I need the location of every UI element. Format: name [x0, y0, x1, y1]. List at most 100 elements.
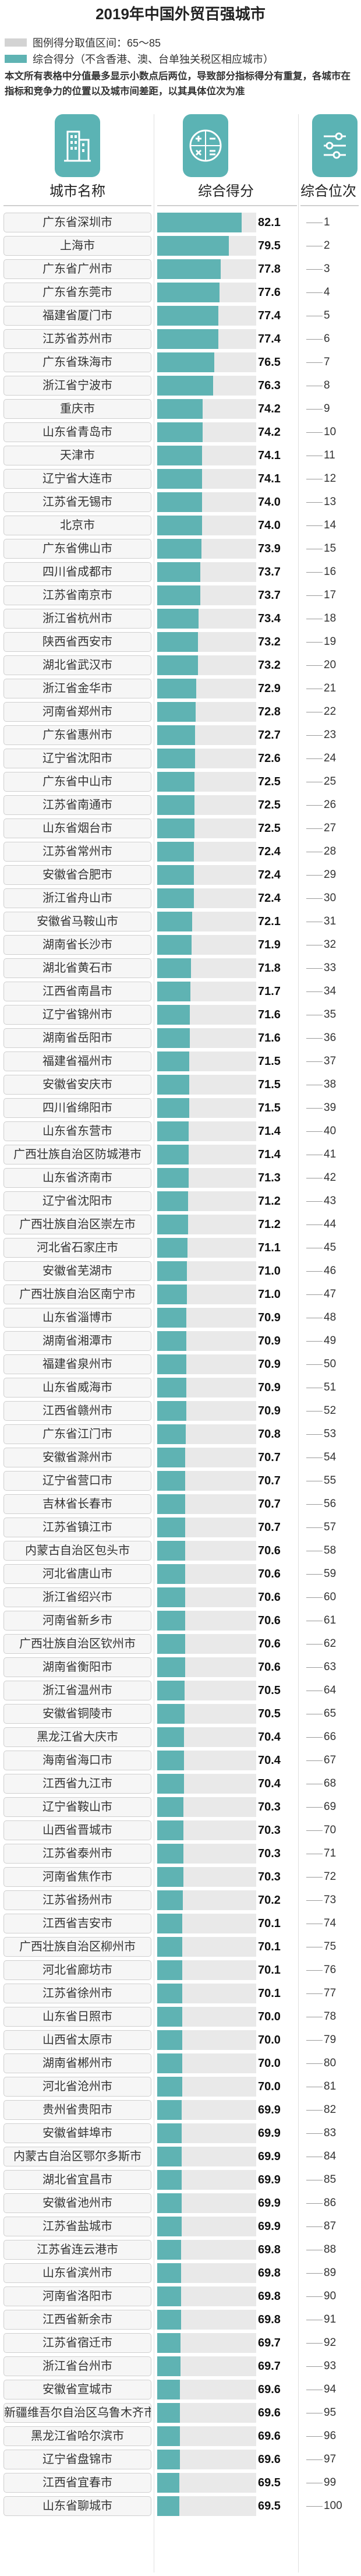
bar-track — [157, 749, 256, 768]
table-row: 四川省成都市 73.7 16 — [0, 560, 361, 584]
bar-track — [157, 2147, 256, 2166]
score-value: 69.5 — [258, 2476, 281, 2489]
rank-leader-line — [306, 735, 323, 736]
score-bar — [157, 1191, 188, 1211]
table-row: 内蒙古自治区包头市 70.6 58 — [0, 1539, 361, 1562]
score-value: 77.4 — [258, 309, 281, 322]
score-bar — [157, 702, 196, 722]
table-row: 浙江省金华市 72.9 21 — [0, 677, 361, 700]
city-name: 江苏省无锡市 — [3, 492, 151, 512]
score-bar — [157, 1494, 186, 1514]
score-bar — [157, 2310, 181, 2330]
rank-value: 27 — [324, 822, 337, 834]
rank-leader-line — [306, 1644, 323, 1645]
score-bar — [157, 632, 198, 652]
rank-value: 35 — [324, 1008, 337, 1021]
score-bar — [157, 1867, 184, 1887]
rank-leader-line — [306, 2110, 323, 2111]
score-bar — [157, 2007, 182, 2027]
city-name: 吉林省长春市 — [3, 1494, 151, 1514]
rank-value: 17 — [324, 589, 337, 601]
bar-track — [157, 1121, 256, 1141]
rank-value: 20 — [324, 659, 337, 671]
bar-track — [157, 2263, 256, 2283]
table-row: 安徽省蚌埠市 69.9 83 — [0, 2122, 361, 2145]
score-bar — [157, 2193, 182, 2213]
column-header-city: 城市名称 — [49, 184, 105, 199]
score-bar — [157, 1471, 186, 1491]
score-bar — [157, 1960, 183, 1980]
rank-value: 96 — [324, 2430, 337, 2442]
rank-leader-line — [306, 269, 323, 270]
city-name: 江苏省南京市 — [3, 585, 151, 605]
rank-value: 94 — [324, 2383, 337, 2395]
score-bar — [157, 213, 242, 232]
score-bar — [157, 1354, 187, 1374]
bar-track — [157, 2100, 256, 2120]
rank-leader-line — [306, 339, 323, 340]
table-row: 辽宁省沈阳市 71.2 43 — [0, 1190, 361, 1213]
rank-value: 39 — [324, 1102, 337, 1114]
rank-value: 41 — [324, 1148, 337, 1160]
rank-value: 59 — [324, 1568, 337, 1580]
legend-label-score: 综合得分（不含香港、澳、台单独关税区相应城市） — [33, 54, 274, 65]
score-bar — [157, 1820, 184, 1840]
city-name: 福建省厦门市 — [3, 306, 151, 326]
rank-value: 3 — [324, 263, 330, 275]
city-name: 安徽省安庆市 — [3, 1075, 151, 1095]
bar-track — [157, 935, 256, 955]
score-bar — [157, 609, 199, 629]
city-name: 广东省东莞市 — [3, 283, 151, 302]
score-value: 70.3 — [258, 1801, 281, 1813]
rank-leader-line — [306, 595, 323, 596]
table-row: 广东省惠州市 72.7 23 — [0, 724, 361, 747]
table-row: 广东省江门市 70.8 53 — [0, 1423, 361, 1446]
score-value: 71.5 — [258, 1055, 281, 1068]
rank-leader-line — [306, 1760, 323, 1761]
table-row: 安徽省铜陵市 70.5 65 — [0, 1702, 361, 1725]
rank-value: 33 — [324, 962, 337, 974]
score-value: 74.0 — [258, 519, 281, 532]
table-row: 河北省石家庄市 71.1 45 — [0, 1236, 361, 1259]
header-underline-rank — [300, 205, 359, 206]
score-value: 72.5 — [258, 799, 281, 811]
city-name: 河南省郑州市 — [3, 702, 151, 722]
bar-track — [157, 1890, 256, 1910]
rank-value: 56 — [324, 1498, 337, 1510]
bar-track — [157, 2356, 256, 2376]
score-bar — [157, 2286, 181, 2306]
rank-leader-line — [306, 828, 323, 829]
bar-track — [157, 1191, 256, 1211]
score-bar — [157, 2030, 182, 2050]
bar-track — [157, 2426, 256, 2446]
table-row: 江苏省镇江市 70.7 57 — [0, 1516, 361, 1539]
score-bar — [157, 236, 229, 256]
rank-value: 28 — [324, 845, 337, 858]
rank-value: 46 — [324, 1265, 337, 1277]
rank-value: 99 — [324, 2476, 337, 2489]
rank-value: 29 — [324, 869, 337, 881]
rank-value: 4 — [324, 286, 330, 298]
score-value: 72.4 — [258, 845, 281, 858]
score-bar — [157, 539, 201, 559]
city-name: 上海市 — [3, 236, 151, 256]
city-name: 山东省威海市 — [3, 1378, 151, 1398]
rank-value: 90 — [324, 2290, 337, 2302]
methodology-note: 本文所有表格中分值最多显示小数点后两位，导致部分指标得分有重复，各城市在指标和竞… — [5, 71, 351, 97]
score-bar — [157, 2263, 181, 2283]
bar-track — [157, 259, 256, 279]
score-value: 71.2 — [258, 1218, 281, 1231]
rank-value: 54 — [324, 1451, 337, 1463]
city-name: 浙江省台州市 — [3, 2356, 151, 2376]
city-name: 山东省济南市 — [3, 1168, 151, 1188]
rank-leader-line — [306, 875, 323, 876]
score-value: 72.6 — [258, 752, 281, 765]
rank-leader-line — [306, 2296, 323, 2297]
table-row: 广西壮族自治区南宁市 71.0 47 — [0, 1283, 361, 1306]
score-value: 72.1 — [258, 915, 281, 928]
city-name: 广西壮族自治区钦州市 — [3, 1634, 151, 1654]
score-value: 69.9 — [258, 2173, 281, 2186]
rank-leader-line — [306, 292, 323, 293]
city-name: 山东省淄博市 — [3, 1308, 151, 1328]
rank-value: 13 — [324, 496, 337, 508]
